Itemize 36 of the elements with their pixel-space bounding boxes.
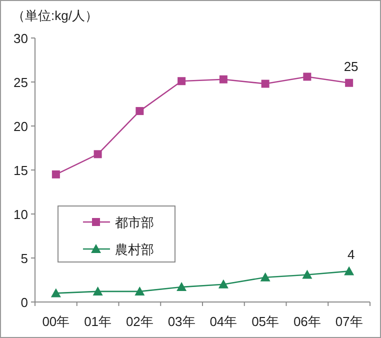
data-label: 4 xyxy=(347,247,355,262)
point xyxy=(302,270,312,279)
y-tick-label: 5 xyxy=(20,251,28,266)
point xyxy=(50,288,61,298)
legend-label: 農村部 xyxy=(115,242,154,257)
chart-title: （単位:kg/人） xyxy=(12,8,98,23)
x-tick-label: 04年 xyxy=(210,314,238,329)
x-tick-label: 00年 xyxy=(42,314,70,329)
data-label: 25 xyxy=(344,58,358,74)
point xyxy=(344,266,354,276)
point xyxy=(136,107,144,116)
point xyxy=(218,279,228,288)
y-tick-label: 20 xyxy=(14,119,28,134)
point xyxy=(260,272,270,282)
x-tick-label: 01年 xyxy=(84,314,112,329)
y-tick-label: 25 xyxy=(14,75,28,90)
point xyxy=(134,286,145,296)
point xyxy=(94,150,102,158)
x-tick-label: 02年 xyxy=(126,314,154,329)
point xyxy=(52,170,60,178)
y-tick-label: 30 xyxy=(14,31,28,46)
point xyxy=(345,78,354,87)
point xyxy=(261,80,270,88)
point xyxy=(219,75,228,84)
x-tick-label: 03年 xyxy=(168,314,196,329)
point xyxy=(178,77,186,86)
x-tick-label: 07年 xyxy=(335,314,363,329)
y-tick-label: 10 xyxy=(14,207,28,222)
point xyxy=(92,286,103,296)
legend-label: 都市部 xyxy=(115,215,154,230)
point xyxy=(303,72,312,81)
point xyxy=(176,282,187,292)
x-tick-label: 06年 xyxy=(293,314,321,329)
x-tick-label: 05年 xyxy=(252,314,280,329)
y-tick-label: 15 xyxy=(14,163,28,178)
y-tick-label: 0 xyxy=(20,295,28,310)
